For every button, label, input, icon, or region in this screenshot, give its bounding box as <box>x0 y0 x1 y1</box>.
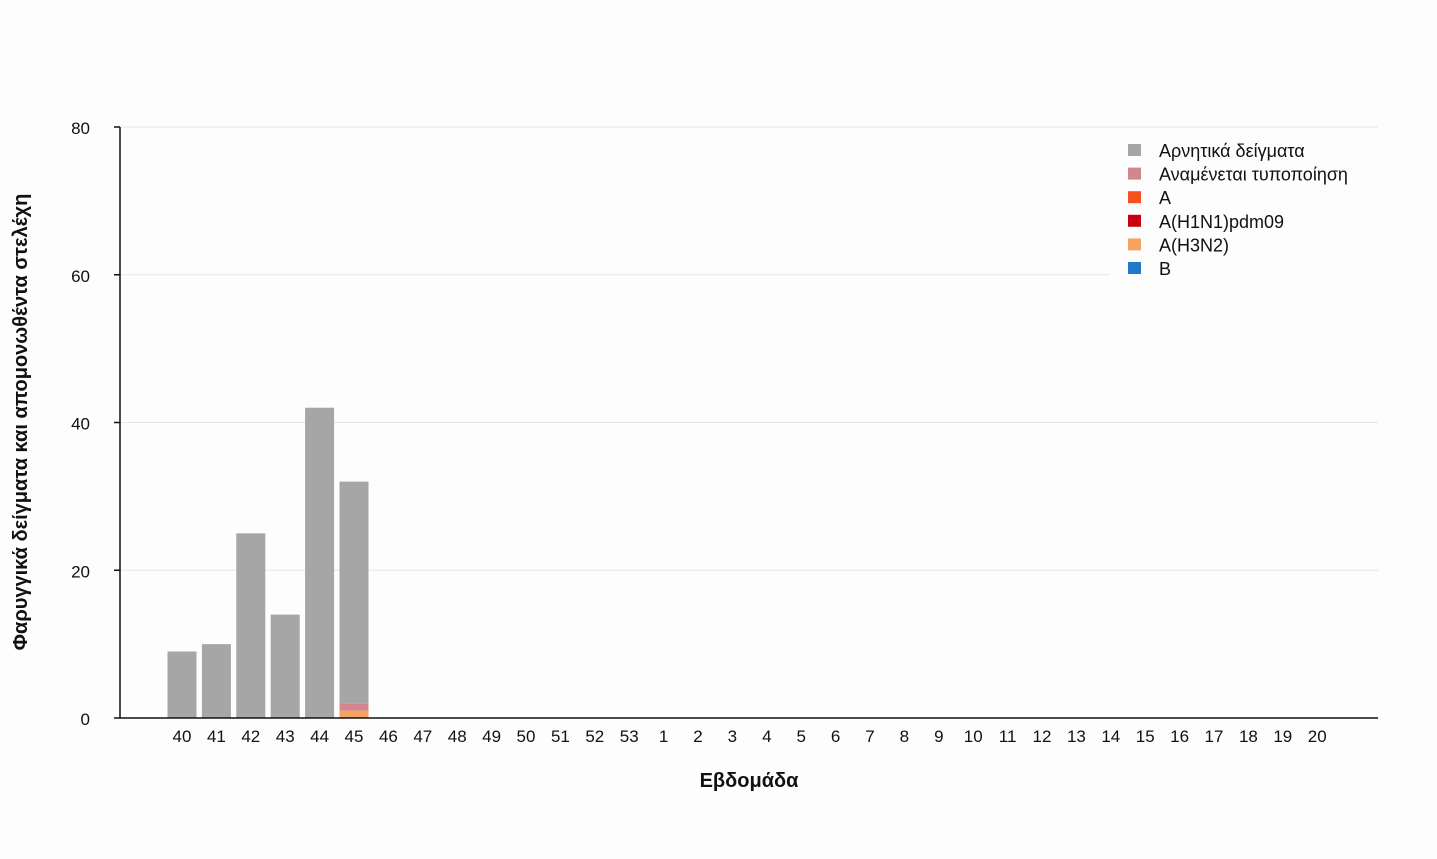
x-tick-label: 5 <box>796 727 805 746</box>
bar-segment <box>339 481 369 704</box>
bar-segment <box>339 710 369 718</box>
legend-swatch <box>1128 262 1141 274</box>
x-tick-label: 15 <box>1136 727 1155 746</box>
x-tick-label: 40 <box>173 727 192 746</box>
x-tick-label: 45 <box>345 727 364 746</box>
x-tick-label: 52 <box>585 727 604 746</box>
x-tick-label: 3 <box>728 727 737 746</box>
bar-segment <box>339 703 369 711</box>
legend-label: A(H3N2) <box>1159 235 1229 255</box>
x-tick-label: 13 <box>1067 727 1086 746</box>
x-tick-label: 44 <box>310 727 329 746</box>
bar-segment <box>201 644 231 718</box>
x-tick-label: 47 <box>413 727 432 746</box>
legend-swatch <box>1128 191 1141 204</box>
x-tick-label: 20 <box>1308 727 1327 746</box>
x-tick-label: 18 <box>1239 727 1258 746</box>
legend-swatch <box>1128 238 1141 251</box>
x-tick-label: 16 <box>1170 727 1189 746</box>
x-tick-label: 2 <box>693 727 702 746</box>
x-tick-label: 49 <box>482 727 501 746</box>
legend-label: A(H1N1)pdm09 <box>1159 212 1284 232</box>
y-tick-label: 80 <box>71 119 90 138</box>
legend-label: B <box>1159 259 1171 279</box>
bar-segment <box>167 651 197 718</box>
x-tick-label: 46 <box>379 727 398 746</box>
x-tick-label: 42 <box>241 727 260 746</box>
x-tick-label: 12 <box>1033 727 1052 746</box>
x-tick-label: 48 <box>448 727 467 746</box>
y-tick-label: 0 <box>81 710 90 729</box>
x-tick-label: 11 <box>999 727 1017 746</box>
legend-label: A <box>1159 188 1171 208</box>
legend-swatch <box>1128 167 1141 180</box>
x-tick-label: 19 <box>1273 727 1292 746</box>
x-tick-label: 8 <box>900 727 909 746</box>
x-tick-label: 50 <box>517 727 536 746</box>
x-tick-label: 51 <box>551 727 570 746</box>
x-tick-label: 1 <box>659 727 668 746</box>
bar-segment <box>305 407 335 718</box>
x-tick-label: 6 <box>831 727 840 746</box>
y-tick-labels: 0 20 40 60 80 <box>71 119 120 729</box>
x-tick-label: 53 <box>620 727 639 746</box>
x-tick-label: 10 <box>964 727 983 746</box>
x-axis-title: Εβδομάδα <box>700 770 800 792</box>
legend-background <box>1110 130 1380 290</box>
x-tick-label: 7 <box>865 727 874 746</box>
x-tick-label: 43 <box>276 727 295 746</box>
x-tick-label: 41 <box>207 727 226 746</box>
legend-swatch <box>1128 144 1141 156</box>
legend-swatch <box>1128 214 1141 227</box>
bars <box>167 407 369 718</box>
y-axis-title: Φαρυγγικά δείγματα και απομονωθέντα στελ… <box>10 194 32 651</box>
bar-segment <box>236 533 266 718</box>
x-tick-label: 14 <box>1101 727 1120 746</box>
x-tick-label: 4 <box>762 727 771 746</box>
y-tick-label: 60 <box>71 267 90 286</box>
legend-label: Αναμένεται τυποποίηση <box>1159 165 1348 185</box>
legend-label: Αρνητικά δείγματα <box>1159 141 1305 161</box>
bar-segment <box>270 614 300 718</box>
x-tick-labels: 40 41 42 43 44 45 46 47 48 49 50 51 52 53 1 2 3 4 5 6 7 8 9 10 1… <box>173 727 1327 746</box>
x-tick-label: 9 <box>934 727 943 746</box>
y-tick-label: 40 <box>71 415 90 434</box>
y-tick-label: 20 <box>71 562 90 581</box>
x-tick-label: 17 <box>1205 727 1224 746</box>
